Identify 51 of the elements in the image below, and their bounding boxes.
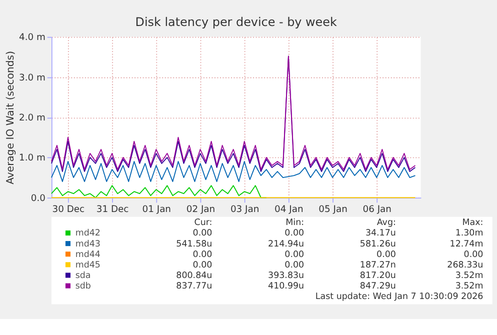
y-tick-label: 1.0 m [19,152,46,164]
text: 0.00 [284,228,304,239]
text: 3.52m [455,282,484,292]
chart-title: Disk latency per device - by week [135,14,337,29]
x-tick-label: 31 Dec [96,204,129,215]
text: Min: [286,218,304,228]
text: 800.84u [176,271,212,282]
x-tick-label: 05 Jan [318,204,348,215]
y-axis-title: Average IO Wait (seconds) [5,50,16,184]
y-tick-label: 2.0 m [19,112,46,124]
x-tick-label: 30 Dec [52,204,85,215]
text: 214.94u [268,239,304,250]
text: 541.58u [176,239,212,250]
x-tick-label: 01 Jan [142,204,172,215]
text: Avg: [376,218,396,228]
text: 0.00 [192,228,212,239]
text: 817.20u [360,271,396,282]
legend-label: md44 [75,250,101,260]
text: 581.26u [360,239,396,250]
text: Cur: [194,218,212,228]
x-tick-label: 02 Jan [186,204,216,215]
legend-label: md42 [75,228,100,239]
text: 847.29u [360,282,396,292]
legend-label: sda [75,271,91,282]
legend-label: md43 [75,239,100,250]
text: 34.17u [365,228,396,239]
y-tick-label: 4.0 m [19,32,46,44]
text: 1.30m [455,228,484,239]
text: 268.33u [447,260,484,270]
x-tick-label: 04 Jan [274,204,304,215]
legend-label: md45 [75,260,100,270]
text: 0.00 [192,260,212,270]
x-tick-label: 03 Jan [230,204,260,215]
line-series [50,160,416,182]
text: 393.83u [268,271,304,282]
text: 187.27n [360,260,396,270]
text: 0.00 [284,260,304,270]
y-tick-label: 0.0 [30,192,46,204]
text: 837.77u [176,282,212,292]
text: 0.00 [284,250,304,260]
legend-label: sdb [75,282,92,292]
text: 0.00 [376,250,396,260]
x-tick-label: 06 Jan [362,204,392,215]
text: 3.52m [455,271,484,282]
y-tick-label: 3.0 m [19,72,46,84]
text: 0.00 [192,250,212,260]
text: Last update: Wed Jan 7 10:30:09 2026 [315,292,484,302]
text: Max: [462,218,484,228]
text: 410.99u [268,282,304,292]
text: 12.74m [450,239,484,250]
text: 0.00 [464,250,484,260]
